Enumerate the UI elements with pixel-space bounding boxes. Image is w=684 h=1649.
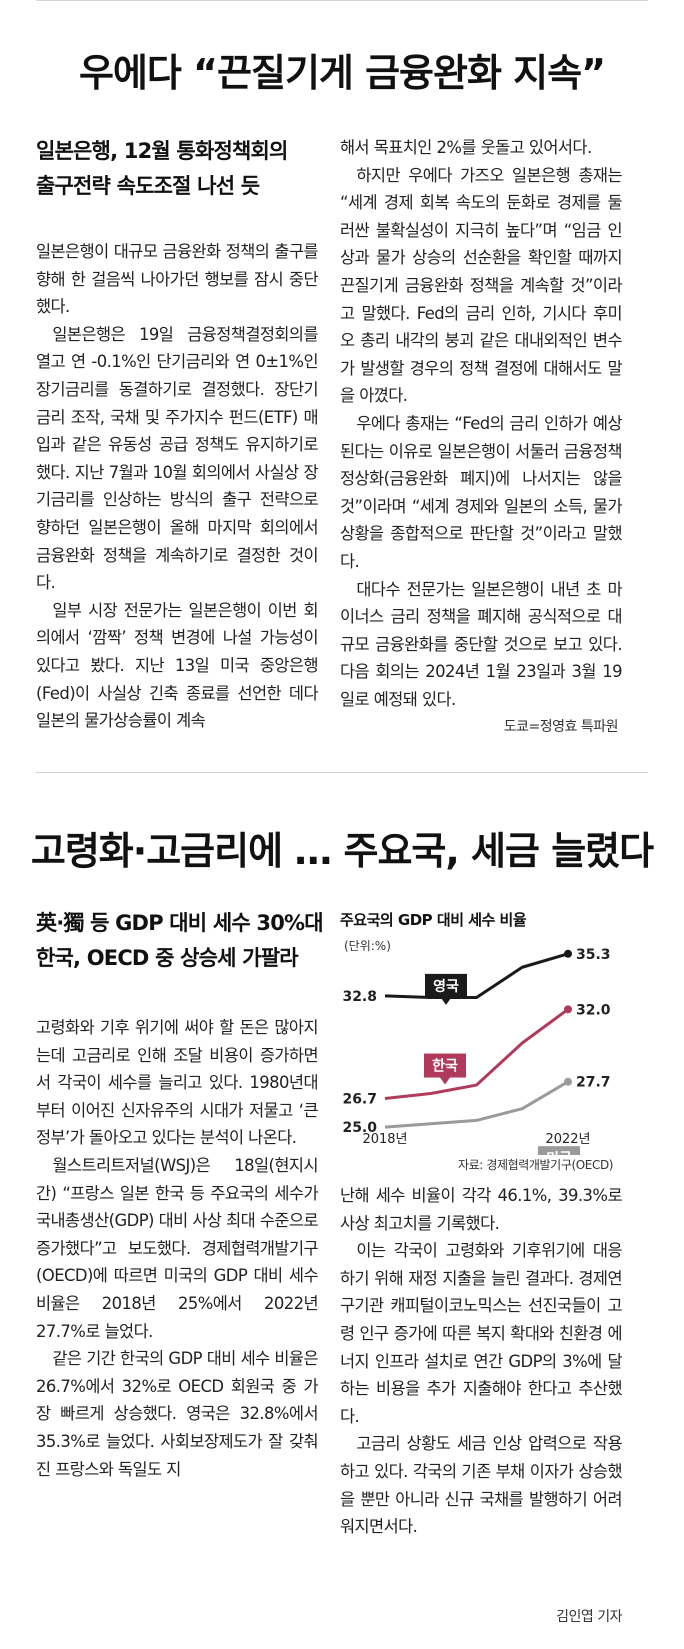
series-line-1 xyxy=(384,1008,569,1101)
article1-subhead-line1: 일본은행, 12월 통화정책회의 xyxy=(36,139,288,163)
article2-left-column: 고령화와 기후 위기에 써야 할 돈은 많아지는데 고금리로 인해 조달 비용이… xyxy=(36,1014,319,1483)
series-badge xyxy=(425,973,467,998)
article1-paragraph: 하지만 우에다 가즈오 일본은행 총재는 “세계 경제 회복 속도의 둔화로 경… xyxy=(340,165,623,406)
article2-headline: 고령화·고금리에 … 주요국, 세금 늘렸다 xyxy=(30,829,654,873)
article2-paragraph: 고령화와 기후 위기에 써야 할 돈은 많아지는데 고금리로 인해 조달 비용이… xyxy=(36,1018,319,1148)
end-value-label: 27.7 xyxy=(576,1075,611,1091)
series-name-label: 영국 xyxy=(433,978,459,995)
end-value-label: 35.3 xyxy=(576,947,611,963)
series-line-0 xyxy=(384,952,569,1000)
article2-paragraph: 같은 기간 한국의 GDP 대비 세수 비율은 26.7%에서 32%로 OEC… xyxy=(36,1349,319,1479)
chart-title: 주요국의 GDP 대비 세수 비율 xyxy=(340,911,527,929)
article-divider xyxy=(36,772,648,773)
series-line-2 xyxy=(384,1080,569,1129)
end-value-label: 32.0 xyxy=(576,1002,611,1018)
article1-paragraph: 대다수 전문가는 일본은행이 내년 초 마이너스 금리 정책을 폐지해 공식적으… xyxy=(340,579,623,709)
series-badge xyxy=(538,1146,580,1155)
article2-subhead-line1: 英·獨 등 GDP 대비 세수 30%대 xyxy=(36,911,324,935)
series-name-label: 미국 xyxy=(546,1151,572,1155)
article1-left-column: 일본은행이 대규모 금융완화 정책의 출구를 향해 한 걸음씩 나아가던 행보를… xyxy=(36,238,319,735)
article1-paragraph: 우에다 총재는 “Fed의 금리 인하가 예상된다는 이유로 일본은행이 서둘러… xyxy=(340,413,623,571)
article1-right-column: 해서 목표치인 2%를 웃돌고 있어서다. 하지만 우에다 가즈오 일본은행 총… xyxy=(340,134,623,713)
series-badge xyxy=(424,1053,466,1078)
series-badge-pointer xyxy=(440,1077,450,1085)
x-tick-label: 2022년 xyxy=(545,1132,590,1147)
article2-byline: 김인엽 기자 xyxy=(556,1609,622,1625)
article1-subhead: 일본은행, 12월 통화정책회의 출구전략 속도조절 나선 듯 xyxy=(36,134,336,204)
series-name-label: 한국 xyxy=(432,1059,458,1075)
start-value-label: 25.0 xyxy=(342,1120,377,1136)
x-tick-label: 2018년 xyxy=(362,1132,407,1147)
article2-paragraph: 고금리 상황도 세금 인상 압력으로 작용하고 있다. 각국의 기존 부채 이자… xyxy=(340,1434,623,1537)
article1-byline: 도쿄=정영효 특파원 xyxy=(503,719,619,735)
article1-paragraph: 해서 목표치인 2%를 웃돌고 있어서다. xyxy=(340,138,592,157)
article2-subhead: 英·獨 등 GDP 대비 세수 30%대 한국, OECD 중 상승세 가팔라 xyxy=(36,906,336,976)
article1-subhead-line2: 출구전략 속도조절 나선 듯 xyxy=(36,174,260,198)
series-endpoint xyxy=(564,949,572,958)
chart-source: 자료: 경제협력개발기구(OECD) xyxy=(458,1158,614,1172)
article2-right-column: 난해 세수 비율이 각각 46.1%, 39.3%로 사상 최고치를 기록했다.… xyxy=(340,1182,623,1541)
start-value-label: 26.7 xyxy=(342,1092,377,1108)
series-endpoint xyxy=(564,1077,572,1086)
article1-paragraph: 일본은행이 대규모 금융완화 정책의 출구를 향해 한 걸음씩 나아가던 행보를… xyxy=(36,242,319,317)
start-value-label: 32.8 xyxy=(342,989,377,1005)
article2-paragraph: 이는 각국이 고령화와 기후위기에 대응하기 위해 재정 지출을 늘린 결과다.… xyxy=(340,1241,623,1426)
article1-headline: 우에다 “끈질기게 금융완화 지속” xyxy=(78,51,606,95)
chart-unit: (단위:%) xyxy=(344,939,391,953)
top-border xyxy=(36,0,648,1)
series-badge-pointer xyxy=(441,997,451,1005)
article1-paragraph: 일본은행은 19일 금융정책결정회의를 열고 연 -0.1%인 단기금리와 연 … xyxy=(36,324,319,593)
article1-paragraph: 일부 시장 전문가는 일본은행이 이번 회의에서 ‘깜짝’ 정책 변경에 나설 … xyxy=(36,600,319,731)
article2-subhead-line2: 한국, OECD 중 상승세 가팔라 xyxy=(36,946,299,970)
article2-paragraph: 월스트리트저널(WSJ)은 18일(현지시간) “프랑스 일본 한국 등 주요국… xyxy=(36,1155,319,1341)
article2-paragraph: 난해 세수 비율이 각각 46.1%, 39.3%로 사상 최고치를 기록했다. xyxy=(340,1186,623,1233)
series-endpoint xyxy=(564,1005,572,1014)
tax-ratio-line-chart: 32.8 35.3 영국 26.7 32.0 한국 25.0 27.7 미국 2018년 202… xyxy=(342,947,611,1155)
